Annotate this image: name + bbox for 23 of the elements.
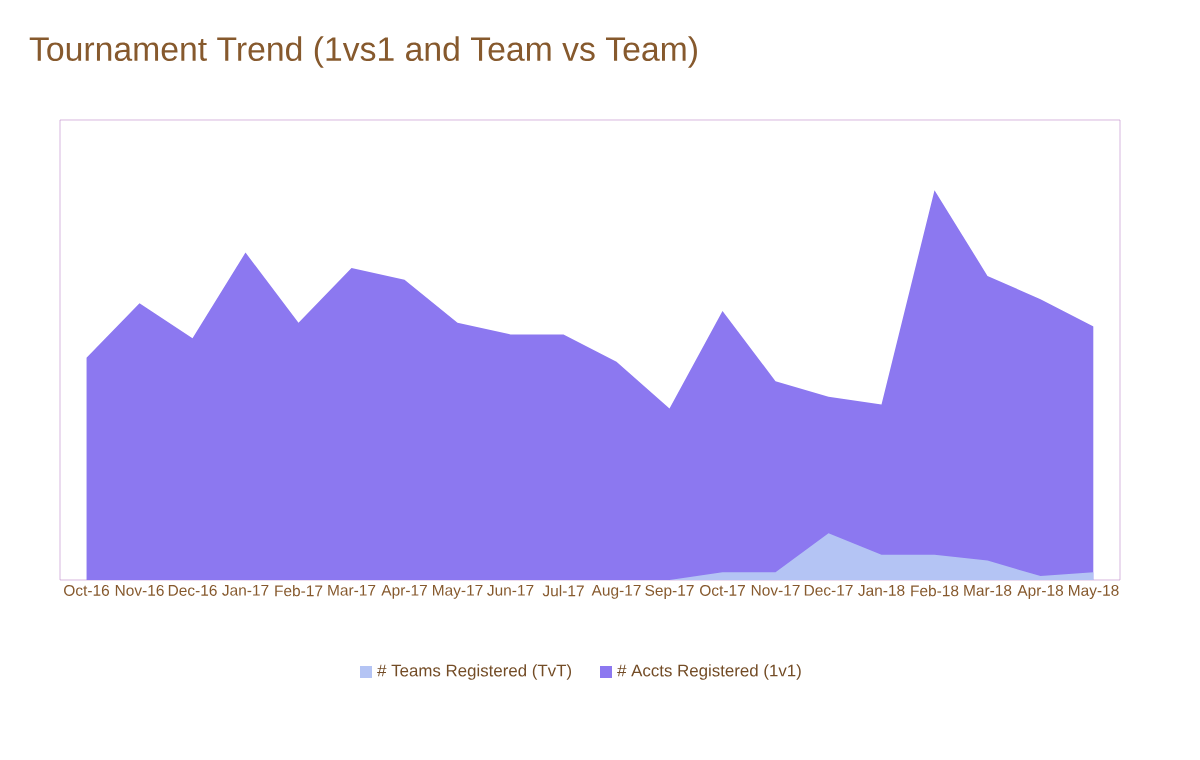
legend-label: # Teams Registered (TvT) [377,664,572,680]
x-tick-label: Mar-17 [328,584,376,596]
x-tick-label: Oct-17 [700,584,745,596]
x-tick-label: Sep-17 [645,584,694,599]
x-tick-label: Dec-16 [168,584,217,596]
x-tick-label: Nov-17 [751,584,800,596]
x-tick-label: Apr-17 [381,584,427,599]
legend-label: # Accts Registered (1v1) [617,664,801,680]
x-tick-label: Mar-18 [964,584,1012,596]
x-tick-label: Jan-18 [858,584,905,596]
x-tick-label: Jun-17 [487,584,534,596]
x-tick-label: Jan-17 [222,584,269,596]
chart-title: Tournament Trend (1vs1 and Team vs Team) [29,36,697,68]
x-tick-label: Oct-16 [64,584,110,596]
x-tick-label: Apr-18 [1017,584,1064,599]
x-tick-label: Feb-17 [275,584,323,597]
x-tick-label: Dec-17 [804,584,853,596]
x-tick-label: May-17 [433,584,483,599]
x-tick-label: May-18 [1069,584,1119,599]
x-tick-label: Nov-16 [115,584,164,596]
x-tick-label: Aug-17 [591,584,641,599]
x-tick-label: Feb-18 [911,584,959,597]
x-tick-label: Jul-17 [542,584,584,597]
